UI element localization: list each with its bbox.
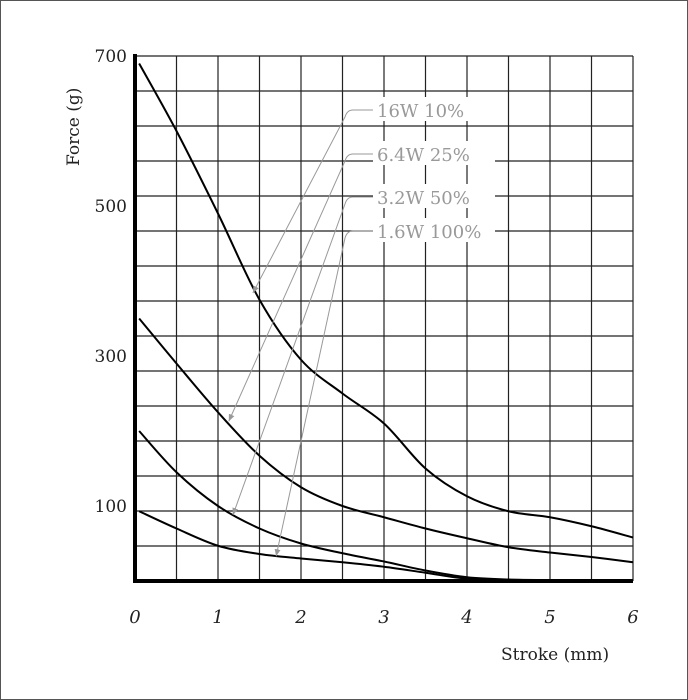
legend-label-background <box>373 97 495 121</box>
x-tick-label: 3 <box>378 607 389 628</box>
series-label: 1.6W 100% <box>377 222 481 243</box>
y-tick-label: 500 <box>95 197 127 217</box>
series-line-2 <box>138 430 634 582</box>
series-label: 16W 10% <box>377 101 464 122</box>
x-tick-label: 4 <box>460 607 472 628</box>
annotation-leader-line <box>252 109 373 294</box>
x-axis-label: Stroke (mm) <box>501 645 609 665</box>
legend-label-background <box>373 141 495 165</box>
series-line-0 <box>138 63 634 539</box>
x-tick-label: 0 <box>129 607 140 628</box>
legend-label-background <box>373 184 495 208</box>
y-axis-label: Force (g) <box>64 88 84 166</box>
y-tick-label: 100 <box>95 497 127 517</box>
legend-label-background <box>373 218 495 242</box>
series-label: 6.4W 25% <box>377 145 470 166</box>
y-tick-label: 700 <box>95 47 127 67</box>
y-tick-label: 300 <box>95 347 127 367</box>
annotation-leader-line <box>228 153 373 422</box>
annotation-leader-line <box>274 230 373 557</box>
x-tick-label: 6 <box>627 607 638 628</box>
series-line-3 <box>138 510 633 582</box>
series-line-1 <box>138 317 634 564</box>
series-label: 3.2W 50% <box>377 188 470 209</box>
x-tick-label: 5 <box>544 607 555 628</box>
x-tick-label: 2 <box>294 607 306 628</box>
x-tick-label: 1 <box>212 607 223 628</box>
annotation-leader-line <box>232 196 373 516</box>
